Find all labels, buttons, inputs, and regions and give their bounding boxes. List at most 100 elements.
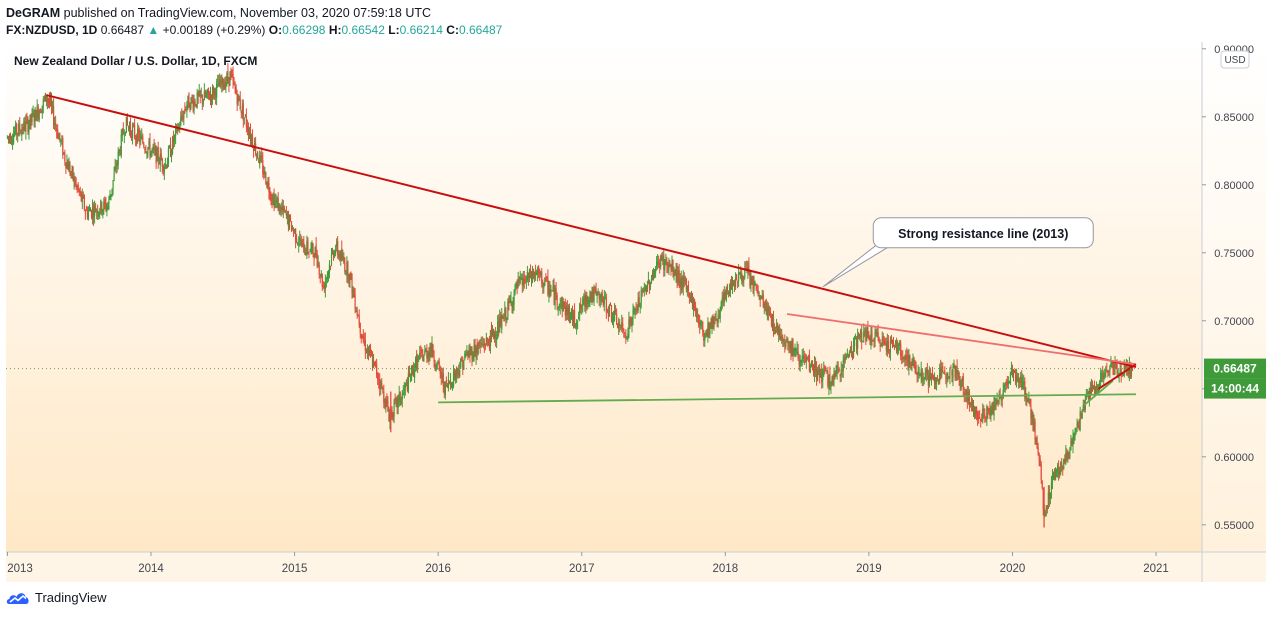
candle-body xyxy=(417,356,419,368)
candle-body xyxy=(796,349,798,351)
candle-body xyxy=(64,152,66,162)
candle-body xyxy=(778,326,780,336)
candle-body xyxy=(713,318,715,328)
candle-body xyxy=(764,301,766,306)
candle-body xyxy=(58,135,60,140)
candle xyxy=(514,283,516,296)
candle xyxy=(190,96,192,111)
candle xyxy=(411,364,414,376)
candle-body xyxy=(984,413,986,418)
candle xyxy=(687,280,690,298)
candle-body xyxy=(1076,423,1078,427)
currency-badge[interactable] xyxy=(1220,50,1250,69)
candle xyxy=(512,296,514,315)
candle-body xyxy=(573,310,576,327)
current-price-tag[interactable] xyxy=(1204,358,1266,379)
candle xyxy=(529,264,532,279)
candle-body xyxy=(648,280,651,289)
candle xyxy=(276,196,278,208)
candle xyxy=(364,332,366,359)
price-axis[interactable]: 0.900000.850000.800000.750000.700000.650… xyxy=(1202,44,1254,532)
candle xyxy=(221,74,223,93)
candle-body xyxy=(642,289,644,293)
candle-body xyxy=(886,340,888,353)
candle xyxy=(106,202,108,217)
candle-body xyxy=(963,392,965,396)
candle-body xyxy=(17,133,19,135)
candle-body xyxy=(389,414,391,423)
candle xyxy=(657,254,659,270)
candle-body xyxy=(1081,412,1083,419)
candle xyxy=(1050,475,1053,499)
candle-body xyxy=(970,403,973,405)
candle xyxy=(441,368,443,384)
candle-body xyxy=(997,399,999,402)
candle xyxy=(787,337,789,351)
candle-body xyxy=(825,369,827,371)
candle xyxy=(619,319,621,333)
candle-body xyxy=(851,354,854,356)
trend-line-resistance-2018[interactable] xyxy=(786,313,1137,366)
candle xyxy=(369,343,372,358)
symbol-label[interactable]: FX:NZDUSD, 1D xyxy=(6,23,98,37)
candle-body xyxy=(499,317,501,333)
candle-body xyxy=(1017,377,1019,381)
candle-body xyxy=(56,128,58,131)
candle xyxy=(987,406,989,419)
candle-body xyxy=(478,341,480,347)
candle xyxy=(711,315,713,335)
candle-body xyxy=(494,334,497,339)
candle-body xyxy=(308,252,310,253)
candle xyxy=(1066,448,1068,462)
candle-body xyxy=(172,137,175,143)
candle xyxy=(579,302,581,322)
candle-body xyxy=(427,353,429,359)
candle xyxy=(565,302,567,321)
footer-brand[interactable]: TradingView xyxy=(6,590,107,605)
candle-body xyxy=(1103,375,1105,379)
candle xyxy=(239,91,241,111)
candle-body xyxy=(996,399,998,405)
candle xyxy=(370,349,373,357)
publisher-name[interactable]: DeGRAM xyxy=(6,6,61,20)
callout-box[interactable] xyxy=(872,217,1094,249)
candle xyxy=(664,259,666,277)
candle xyxy=(273,188,275,212)
candle xyxy=(247,122,250,142)
candle xyxy=(238,95,240,102)
time-axis[interactable]: 2013 2014 2015 2016 2017 2018 2019 2020 2021 xyxy=(6,552,1169,575)
trend-lines xyxy=(45,94,1137,406)
candle-body xyxy=(304,251,306,255)
candle xyxy=(303,236,305,253)
trend-line-support-2016[interactable] xyxy=(438,393,1136,404)
candle xyxy=(1111,361,1113,369)
candle-body xyxy=(679,280,681,288)
candle-body xyxy=(29,114,31,127)
candle xyxy=(961,376,963,387)
candle xyxy=(193,94,195,115)
trend-line-resistance-2020[interactable] xyxy=(1098,363,1137,390)
candle xyxy=(564,298,566,321)
candle-body xyxy=(971,404,974,412)
candle xyxy=(772,310,775,337)
candle-body xyxy=(529,269,532,279)
trend-line-resistance-2013[interactable] xyxy=(45,94,1137,369)
candle xyxy=(263,165,265,180)
candle-body xyxy=(1088,388,1090,399)
candle-body xyxy=(908,355,910,368)
candle-body xyxy=(597,292,599,295)
candle-body xyxy=(381,383,383,389)
candle xyxy=(778,325,780,343)
candle-body xyxy=(693,299,696,305)
candle-body xyxy=(99,211,101,215)
candle xyxy=(202,98,204,108)
candle-body xyxy=(1023,381,1025,385)
candle-body xyxy=(724,291,726,299)
candle xyxy=(541,268,543,288)
candle xyxy=(546,276,548,283)
candle-body xyxy=(104,199,106,204)
candle xyxy=(90,209,93,220)
trend-line-support-2020[interactable] xyxy=(1083,379,1114,406)
candle-body xyxy=(161,158,163,168)
